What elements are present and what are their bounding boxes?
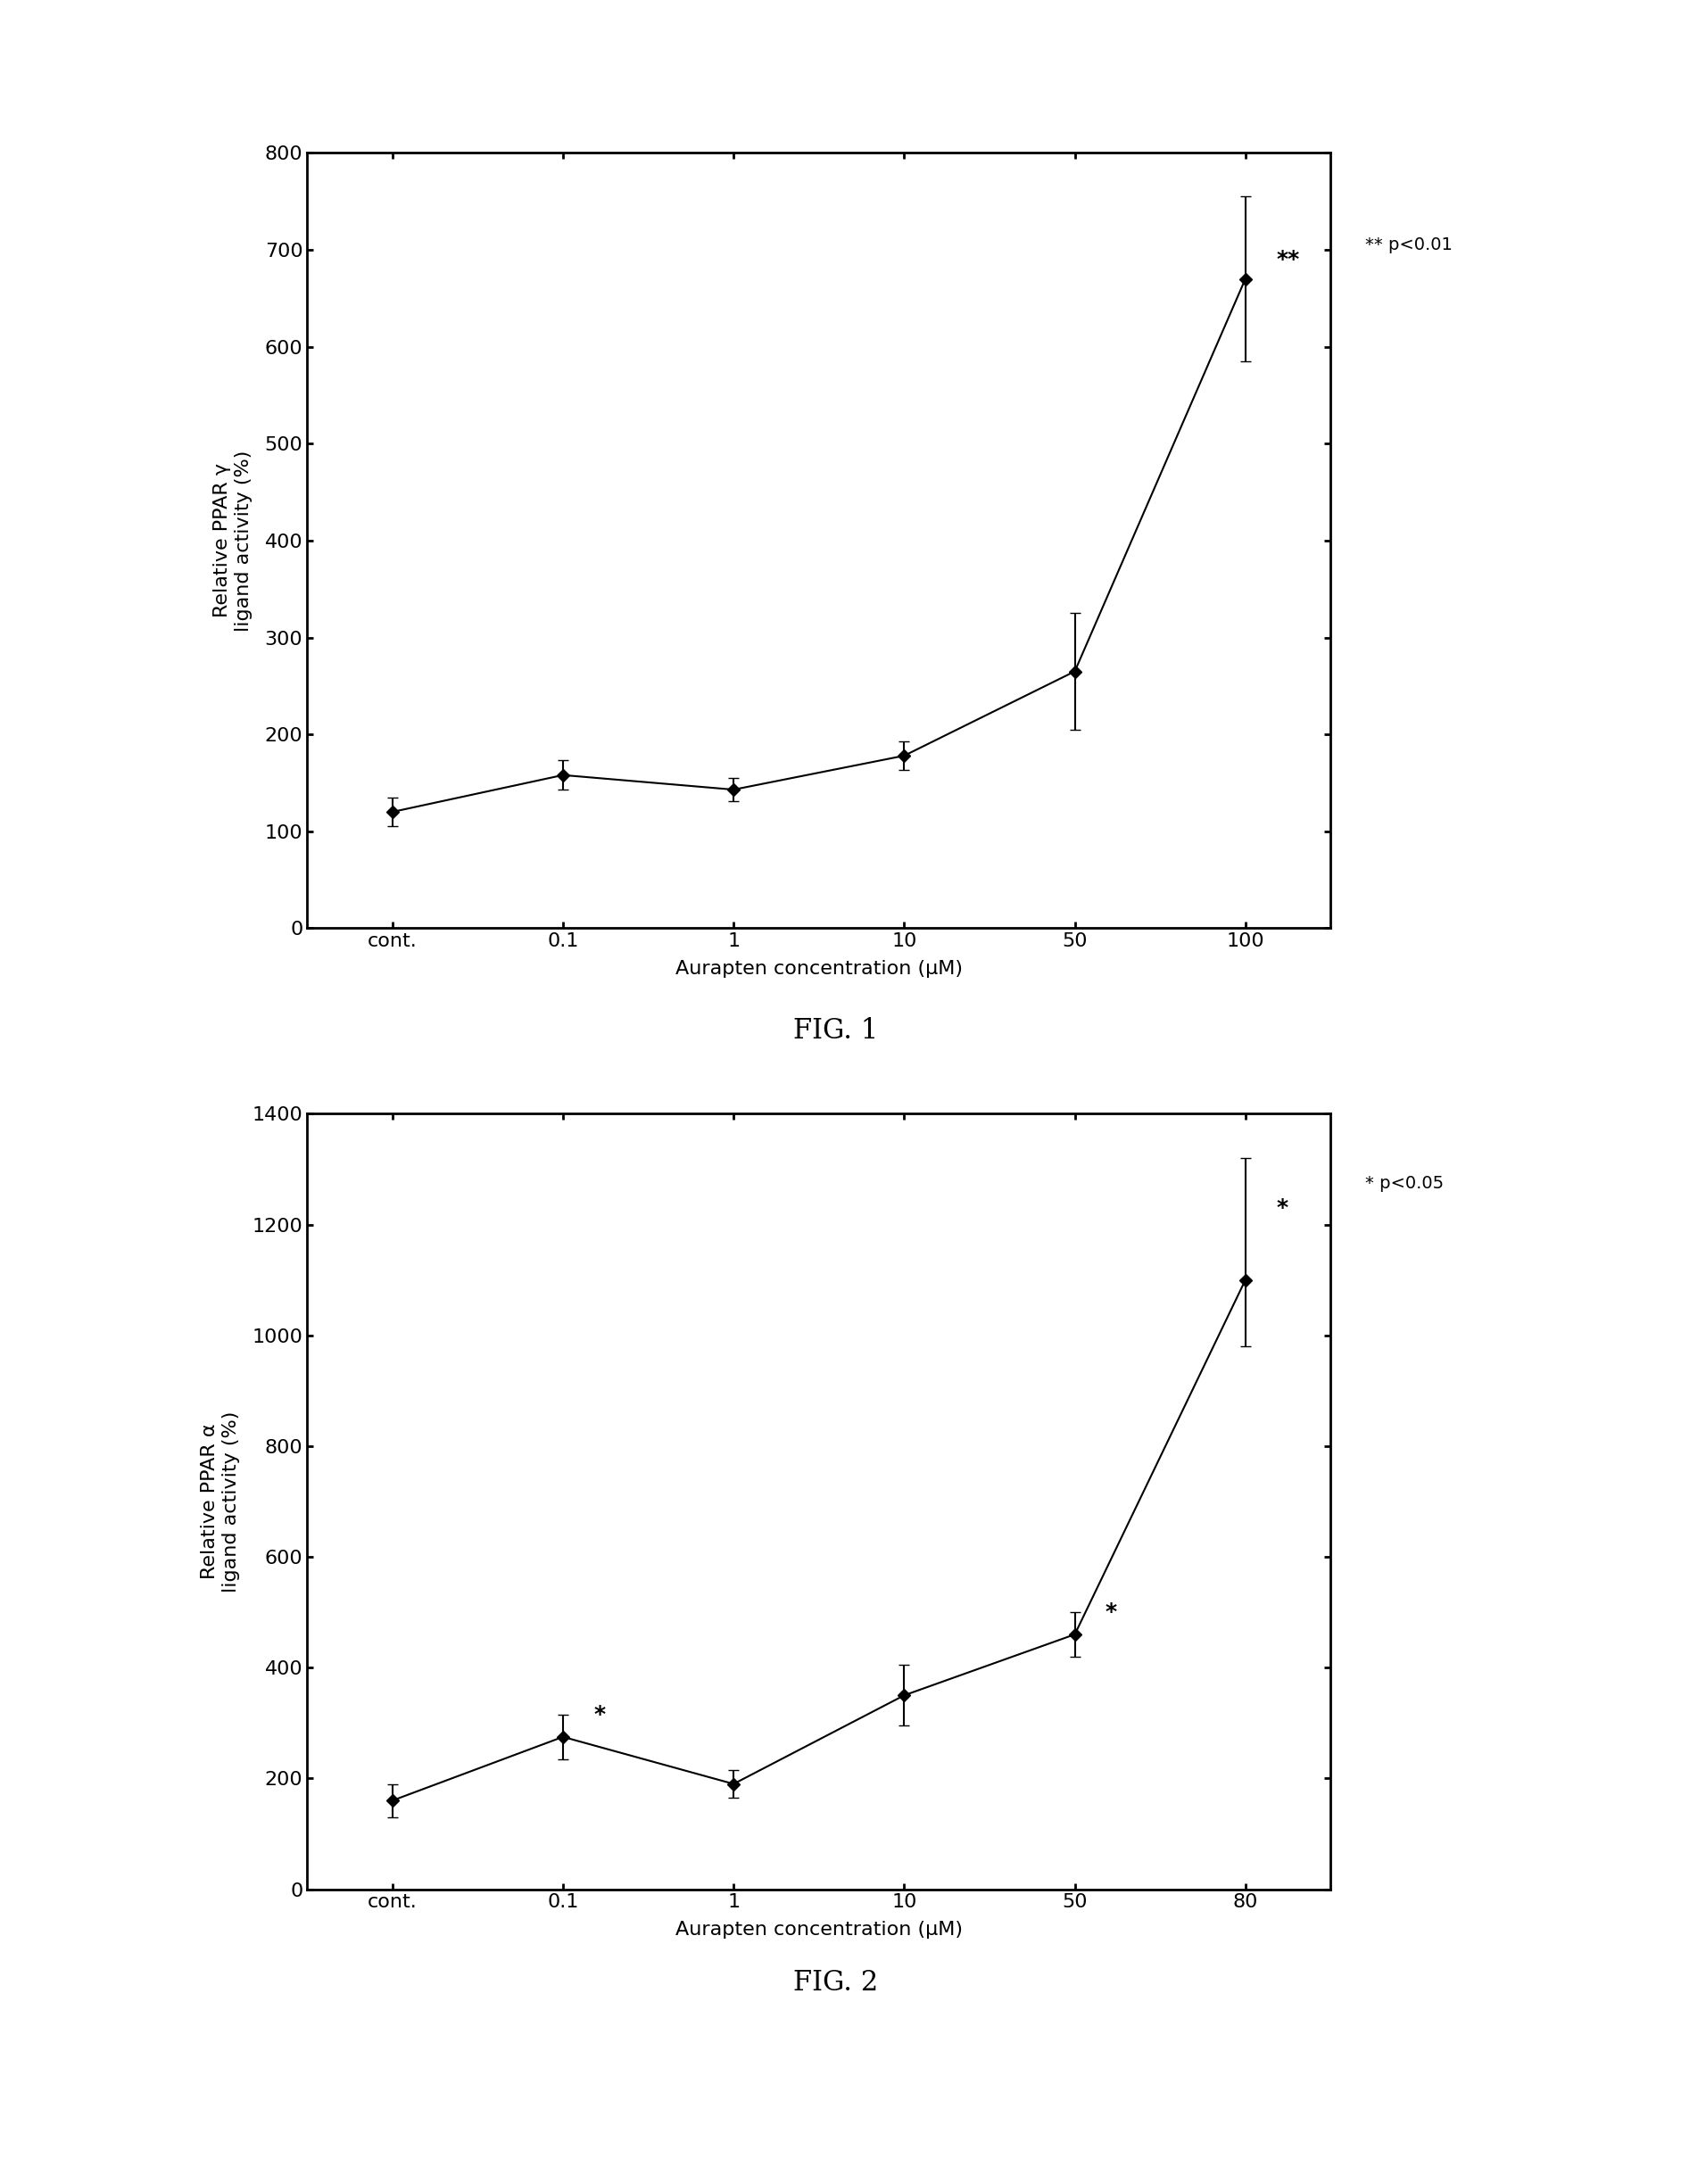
- Text: **: **: [1276, 249, 1300, 271]
- Text: ** p<0.01: ** p<0.01: [1365, 236, 1452, 253]
- Text: * p<0.05: * p<0.05: [1365, 1175, 1443, 1192]
- Text: *: *: [594, 1704, 606, 1725]
- Text: FIG. 1: FIG. 1: [793, 1018, 879, 1044]
- Text: *: *: [1276, 1197, 1288, 1219]
- X-axis label: Aurapten concentration (μM): Aurapten concentration (μM): [676, 961, 962, 978]
- Y-axis label: Relative PPAR γ
ligand activity (%): Relative PPAR γ ligand activity (%): [213, 450, 252, 631]
- Text: *: *: [1105, 1601, 1117, 1623]
- X-axis label: Aurapten concentration (μM): Aurapten concentration (μM): [676, 1922, 962, 1939]
- Y-axis label: Relative PPAR α
ligand activity (%): Relative PPAR α ligand activity (%): [201, 1411, 239, 1592]
- Text: FIG. 2: FIG. 2: [793, 1970, 879, 1996]
